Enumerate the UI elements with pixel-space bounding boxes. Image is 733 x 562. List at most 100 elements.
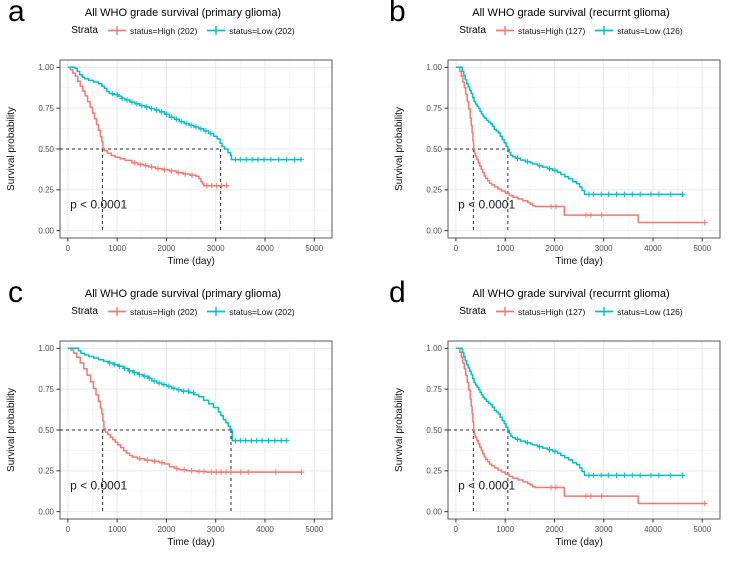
chart-title: All WHO grade survival (primary glioma): [84, 288, 282, 300]
survival-curve-low: [67, 347, 288, 442]
legend-item-high: status=High (127): [495, 306, 585, 317]
censor-line-icon: [107, 306, 127, 317]
censor-marks: [109, 90, 304, 163]
legend-item-low: status=Low (202): [206, 306, 295, 317]
legend-item-high: status=High (202): [107, 25, 197, 36]
censor-marks: [137, 455, 305, 475]
svg-text:5000: 5000: [693, 525, 711, 534]
svg-text:4000: 4000: [644, 244, 662, 253]
svg-text:5000: 5000: [305, 525, 323, 534]
svg-text:1.00: 1.00: [38, 344, 54, 353]
p-value-label: p < 0.0001: [458, 198, 515, 212]
svg-text:2000: 2000: [546, 244, 564, 253]
axes: 0 1000 2000 3000 4000 5000 0.00 0.25 0.50 0.75 1.0…: [38, 63, 323, 253]
censor-marks: [131, 160, 230, 189]
legend: Strata status=High (202) status=Low (202…: [0, 25, 366, 36]
legend-title: Strata: [71, 25, 98, 36]
censor-marks: [514, 436, 686, 479]
svg-text:0.50: 0.50: [38, 426, 54, 435]
median-reference-lines: [60, 429, 232, 512]
svg-text:1.00: 1.00: [426, 344, 442, 353]
panel-a: a All WHO grade survival (primary glioma…: [0, 0, 366, 281]
censor-marks: [548, 203, 708, 226]
censor-line-icon: [206, 306, 226, 317]
legend-title: Strata: [459, 306, 486, 317]
svg-text:0.75: 0.75: [38, 385, 54, 394]
svg-text:0.75: 0.75: [426, 385, 442, 394]
panel-b: b All WHO grade survival (recurrnt gliom…: [367, 0, 733, 281]
legend-label: status=High (127): [517, 306, 586, 317]
legend: Strata status=High (127) status=Low (126…: [367, 25, 733, 36]
censor-line-icon: [107, 25, 127, 36]
svg-text:0: 0: [454, 244, 459, 253]
svg-text:0.50: 0.50: [426, 145, 442, 154]
svg-text:0: 0: [454, 525, 459, 534]
svg-text:0.25: 0.25: [38, 186, 54, 195]
panel-d: d All WHO grade survival (recurrnt gliom…: [367, 276, 733, 562]
legend-label: status=High (127): [517, 25, 586, 36]
legend-label: status=High (202): [129, 306, 198, 317]
legend: Strata status=High (202) status=Low (202…: [0, 306, 366, 317]
svg-text:1000: 1000: [496, 244, 514, 253]
km-chart: 0 1000 2000 3000 4000 5000 0.00 0.25 0.50 0.75 1.0…: [6, 59, 333, 267]
km-chart: 0 1000 2000 3000 4000 5000 0.00 0.25 0.50 0.75 1.0…: [6, 340, 333, 548]
axes: 0 1000 2000 3000 4000 5000 0.00 0.25 0.50 0.75 1.0…: [38, 344, 323, 534]
p-value-label: p < 0.0001: [70, 479, 127, 493]
legend-title: Strata: [459, 25, 486, 36]
censor-line-icon: [594, 25, 614, 36]
svg-text:3000: 3000: [595, 525, 613, 534]
x-axis-title: Time (day): [555, 537, 602, 548]
chart-title: All WHO grade survival (recurrnt glioma): [472, 7, 670, 19]
svg-text:0.25: 0.25: [426, 186, 442, 195]
legend-label: status=Low (202): [229, 25, 295, 36]
p-value-label: p < 0.0001: [458, 479, 515, 493]
survival-curve-high: [67, 66, 228, 187]
panel-letter: c: [8, 276, 23, 309]
y-axis-title: Survival probability: [394, 107, 405, 191]
panel-letter: a: [8, 0, 25, 28]
svg-text:0.00: 0.00: [38, 507, 54, 516]
x-axis-title: Time (day): [555, 256, 602, 267]
svg-text:1.00: 1.00: [426, 63, 442, 72]
svg-text:1.00: 1.00: [38, 63, 54, 72]
panel-c: c All WHO grade survival (primary glioma…: [0, 276, 366, 562]
svg-text:2000: 2000: [158, 244, 176, 253]
svg-text:0.00: 0.00: [426, 226, 442, 235]
svg-text:5000: 5000: [305, 244, 323, 253]
km-chart: 0 1000 2000 3000 4000 5000 0.00 0.25 0.50 0.75 1.0…: [394, 340, 721, 548]
svg-text:0.50: 0.50: [38, 145, 54, 154]
svg-text:0.50: 0.50: [426, 426, 442, 435]
survival-curve-low: [455, 66, 683, 196]
legend-label: status=Low (126): [617, 25, 683, 36]
svg-text:3000: 3000: [207, 525, 225, 534]
svg-text:3000: 3000: [207, 244, 225, 253]
x-axis-title: Time (day): [167, 537, 214, 548]
legend-label: status=High (202): [129, 25, 198, 36]
gridlines: [60, 341, 332, 519]
legend-title: Strata: [71, 306, 98, 317]
survival-curve-low: [455, 347, 683, 477]
survival-curve-low: [67, 66, 302, 161]
survival-curve-high: [455, 347, 705, 505]
svg-text:4000: 4000: [256, 244, 274, 253]
legend-item-low: status=Low (126): [594, 306, 683, 317]
legend-item-high: status=High (127): [495, 25, 585, 36]
y-axis-title: Survival probability: [394, 388, 405, 472]
panel-letter: d: [389, 276, 406, 309]
legend-item-low: status=Low (202): [206, 25, 295, 36]
svg-text:4000: 4000: [644, 525, 662, 534]
legend: Strata status=High (127) status=Low (126…: [367, 306, 733, 317]
svg-text:1000: 1000: [496, 525, 514, 534]
svg-text:0.75: 0.75: [38, 104, 54, 113]
legend-item-low: status=Low (126): [594, 25, 683, 36]
svg-text:1000: 1000: [108, 525, 126, 534]
km-chart: 0 1000 2000 3000 4000 5000 0.00 0.25 0.50 0.75 1.0…: [394, 59, 721, 267]
svg-text:0.25: 0.25: [38, 467, 54, 476]
y-axis-title: Survival probability: [6, 388, 17, 472]
legend-item-high: status=High (202): [107, 306, 197, 317]
survival-curve-high: [455, 66, 705, 224]
censor-line-icon: [206, 25, 226, 36]
censor-marks: [548, 484, 708, 507]
svg-text:1000: 1000: [108, 244, 126, 253]
